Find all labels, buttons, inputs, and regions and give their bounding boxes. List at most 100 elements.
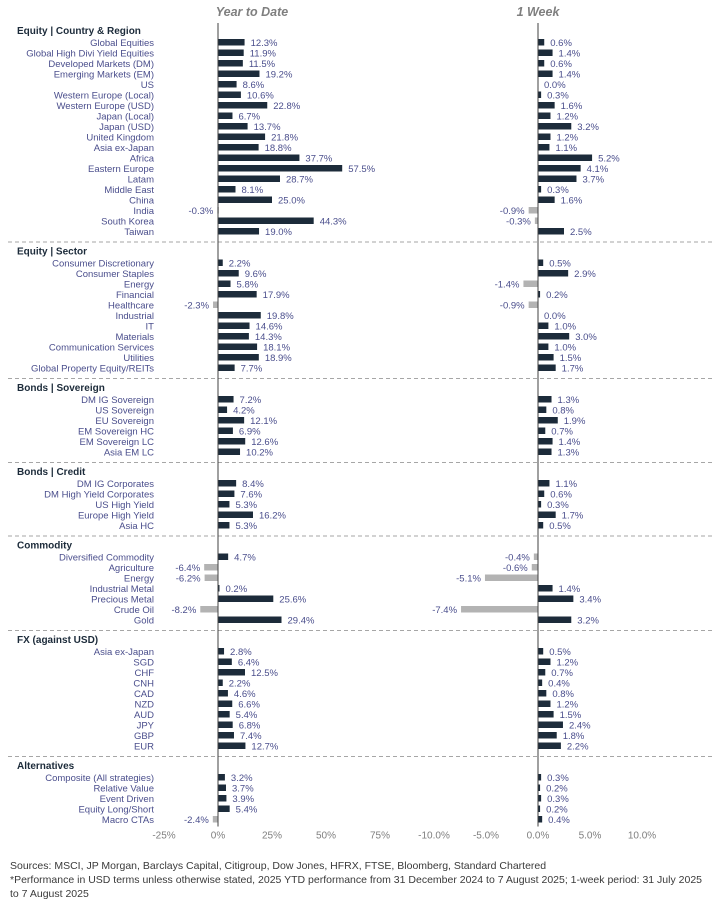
group-title: Equity | Sector xyxy=(17,247,87,258)
data-label-week: 0.2% xyxy=(546,783,568,794)
bar-week xyxy=(538,700,551,707)
bar-ytd xyxy=(204,564,218,571)
bar-ytd xyxy=(218,480,237,487)
bar-week xyxy=(538,501,542,508)
data-label-week: -0.6% xyxy=(503,563,528,574)
data-label-week: 1.4% xyxy=(559,48,581,59)
bar-week xyxy=(538,816,543,823)
data-label-ytd: 11.9% xyxy=(250,48,277,59)
data-label-ytd: 18.8% xyxy=(265,143,292,154)
bar-ytd xyxy=(218,501,230,508)
category-label: EUR xyxy=(134,741,154,752)
data-label-ytd: 4.7% xyxy=(234,552,256,563)
data-label-week: 3.2% xyxy=(577,615,599,626)
category-label: Relative Value xyxy=(93,783,154,794)
data-label-ytd: 28.7% xyxy=(286,174,313,185)
data-label-ytd: -8.2% xyxy=(171,605,196,616)
bar-week xyxy=(538,175,577,182)
data-label-week: 1.9% xyxy=(564,416,586,427)
data-label-ytd: 3.7% xyxy=(232,783,254,794)
panel-title: Year to Date xyxy=(216,5,289,19)
bar-ytd xyxy=(218,396,234,403)
bar-week xyxy=(533,553,538,560)
bar-ytd xyxy=(218,259,223,266)
data-label-ytd: 22.8% xyxy=(273,101,300,112)
bar-ytd xyxy=(218,595,274,602)
data-label-week: 0.0% xyxy=(544,80,566,91)
category-label: Japan (Local) xyxy=(96,111,154,122)
bar-week xyxy=(538,228,564,235)
bar-ytd xyxy=(218,39,245,46)
bar-ytd xyxy=(218,585,220,592)
category-label: Western Europe (USD) xyxy=(57,101,155,112)
data-label-week: 0.4% xyxy=(548,678,570,689)
data-label-ytd: 44.3% xyxy=(320,216,347,227)
category-label: Event Driven xyxy=(100,794,154,805)
data-label-week: 0.0% xyxy=(544,311,566,322)
bar-ytd xyxy=(218,91,241,98)
category-label: GBP xyxy=(134,731,154,742)
category-label: Asia ex-Japan xyxy=(94,647,154,658)
data-label-ytd: -2.4% xyxy=(184,815,209,826)
bar-week xyxy=(538,196,555,203)
bar-week xyxy=(538,690,547,697)
category-label: Asia HC xyxy=(119,521,154,532)
bar-ytd xyxy=(218,354,259,361)
bar-week xyxy=(538,91,542,98)
bar-ytd xyxy=(218,658,232,665)
data-label-ytd: 19.2% xyxy=(265,69,292,80)
data-label-week: 5.2% xyxy=(598,153,620,164)
bar-week xyxy=(538,39,545,46)
data-label-week: 1.1% xyxy=(555,143,577,154)
bar-week xyxy=(538,805,541,812)
data-label-week: 1.2% xyxy=(556,132,578,143)
data-label-ytd: 12.5% xyxy=(251,668,278,679)
category-label: Agriculture xyxy=(109,563,154,574)
category-label: Composite (All strategies) xyxy=(45,773,154,784)
data-label-ytd: 11.5% xyxy=(249,59,276,70)
group-title: Bonds | Credit xyxy=(17,467,86,478)
category-label: Industrial xyxy=(115,311,154,322)
data-label-week: 1.5% xyxy=(560,710,582,721)
data-label-ytd: 5.8% xyxy=(237,279,259,290)
bar-ytd xyxy=(218,81,237,88)
bar-week xyxy=(538,112,551,119)
data-label-week: 1.2% xyxy=(556,699,578,710)
bar-week xyxy=(538,595,574,602)
data-label-week: 0.3% xyxy=(547,773,569,784)
data-label-week: 0.6% xyxy=(550,38,572,49)
category-label: Eastern Europe xyxy=(88,164,154,175)
bar-week xyxy=(538,417,558,424)
panel-title: 1 Week xyxy=(517,5,561,19)
data-label-week: 4.1% xyxy=(587,164,609,175)
bar-ytd xyxy=(218,700,233,707)
category-label: Global High Divi Yield Equities xyxy=(26,48,154,59)
category-label: Middle East xyxy=(104,185,154,196)
data-label-week: 0.6% xyxy=(550,59,572,70)
data-label-week: -0.3% xyxy=(506,216,531,227)
bar-week xyxy=(538,259,544,266)
bar-week xyxy=(538,396,552,403)
data-label-week: 1.3% xyxy=(558,447,580,458)
bar-week xyxy=(528,207,538,214)
data-label-week: 1.7% xyxy=(562,510,584,521)
data-label-ytd: 8.4% xyxy=(242,479,264,490)
bar-ytd xyxy=(218,49,244,56)
category-label: AUD xyxy=(134,710,154,721)
data-label-ytd: 3.9% xyxy=(232,794,254,805)
tick-label: -10.0% xyxy=(418,831,450,842)
bar-ytd xyxy=(218,291,257,298)
bar-week xyxy=(538,480,550,487)
category-label: EM Sovereign HC xyxy=(78,426,154,437)
category-label: US High Yield xyxy=(95,500,154,511)
bar-week xyxy=(538,784,541,791)
bar-week xyxy=(538,70,553,77)
data-label-week: 1.8% xyxy=(563,731,585,742)
bar-ytd xyxy=(218,427,233,434)
data-label-ytd: -2.3% xyxy=(184,300,209,311)
tick-label: -25% xyxy=(152,831,175,842)
bar-week xyxy=(538,732,557,739)
category-label: Equity Long/Short xyxy=(78,804,154,815)
bar-ytd xyxy=(218,333,249,340)
data-label-ytd: 6.4% xyxy=(238,657,260,668)
